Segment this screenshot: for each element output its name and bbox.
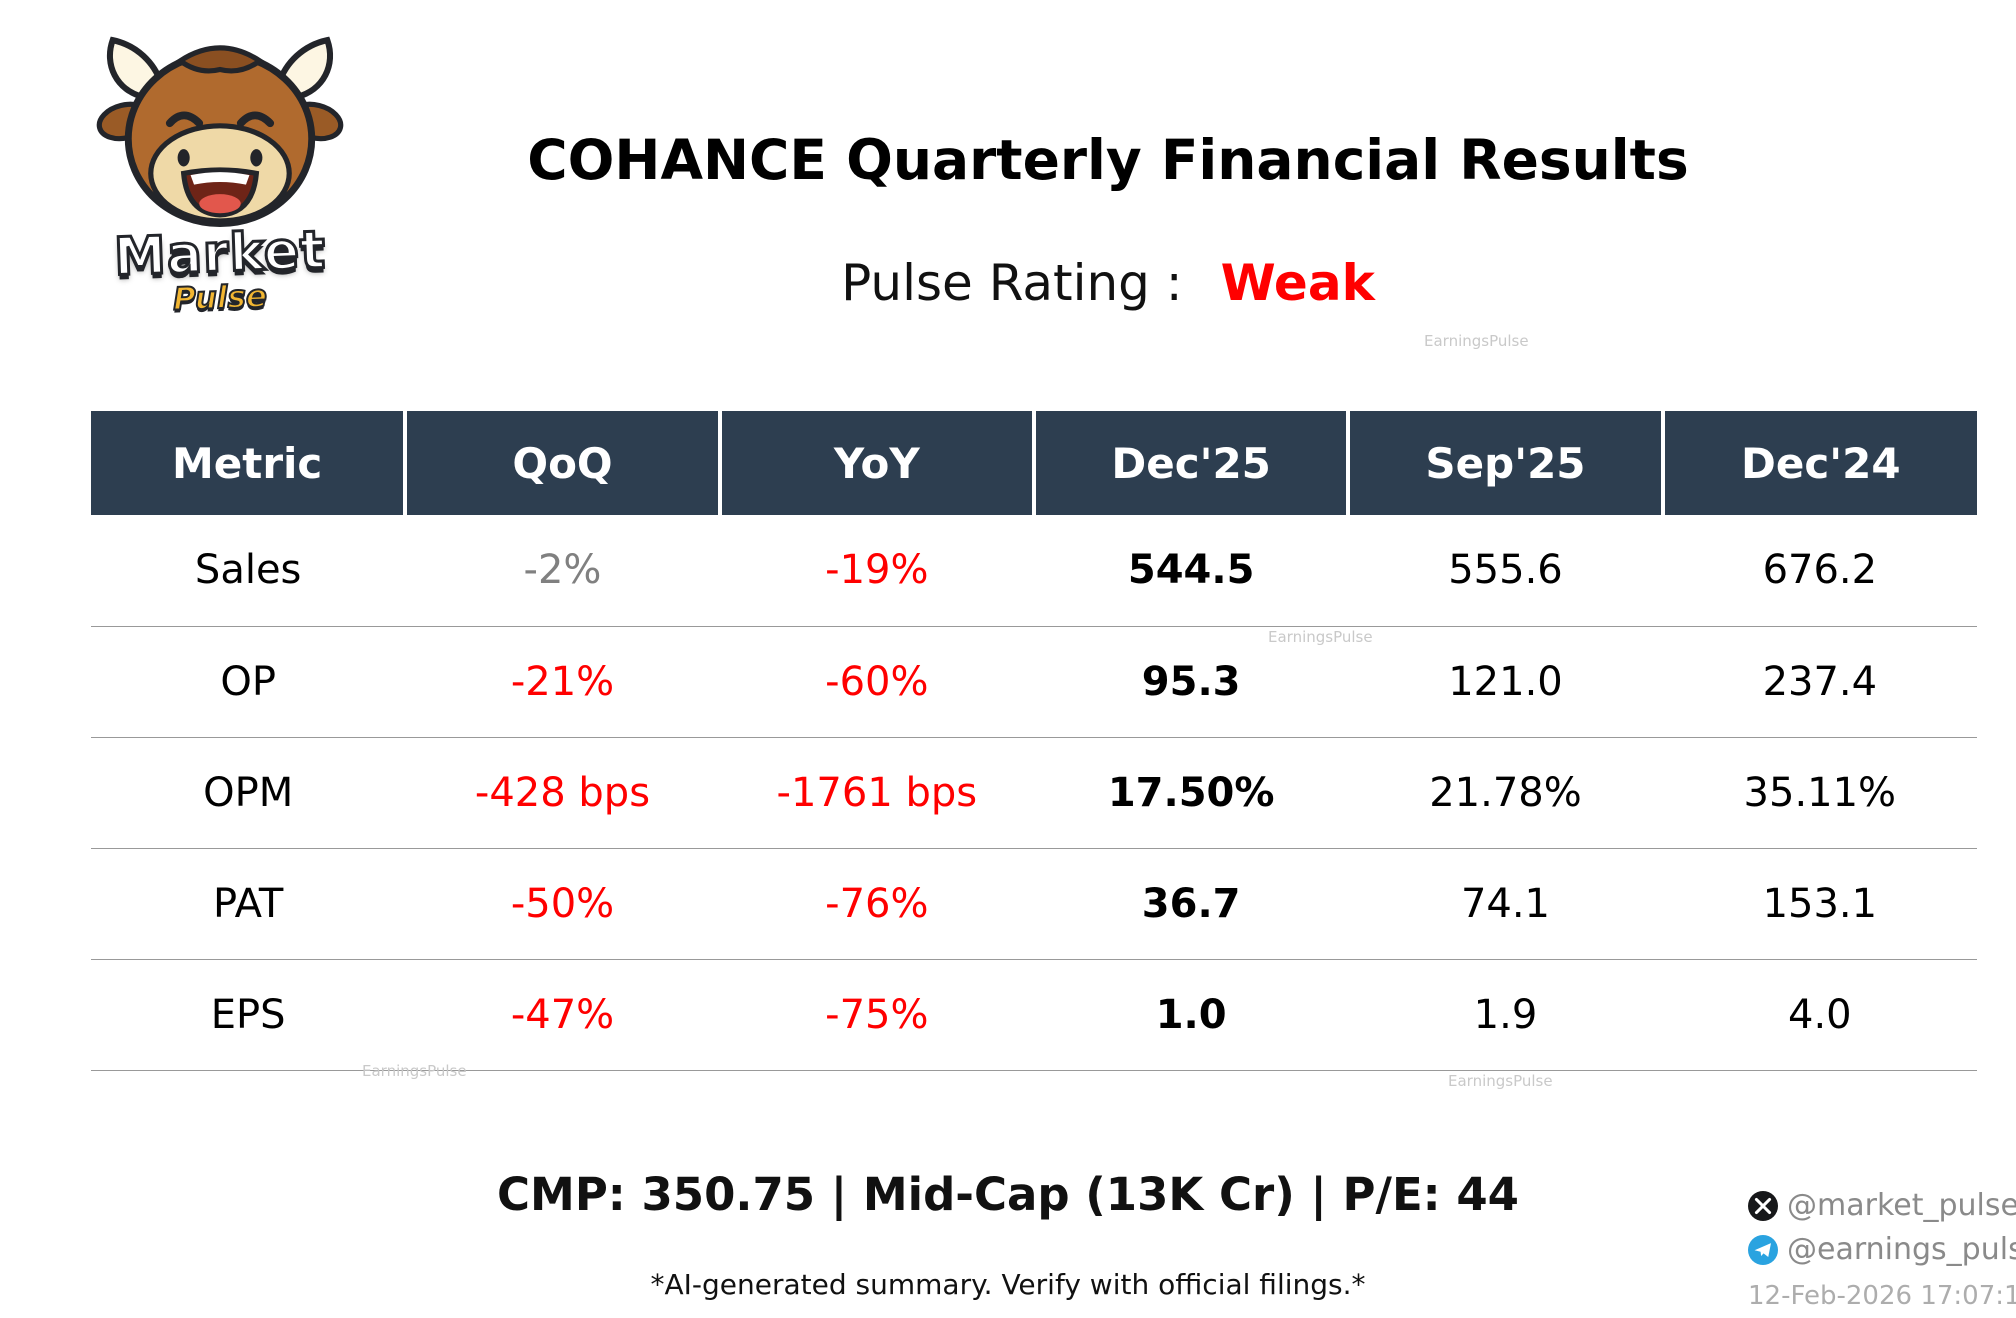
column-header-metric: Metric bbox=[91, 411, 408, 515]
qoq-cell: -50% bbox=[405, 848, 720, 960]
yoy-cell: -19% bbox=[719, 515, 1034, 627]
results-table: Metric QoQ YoY Dec'25 Sep'25 Dec'24 Sale… bbox=[91, 411, 1977, 1071]
market-pulse-logo: Market Pulse bbox=[70, 28, 370, 338]
sep25-cell: 121.0 bbox=[1348, 626, 1663, 738]
bull-mascot-icon bbox=[96, 36, 344, 228]
cmp-summary: CMP: 350.75 | Mid-Cap (13K Cr) | P/E: 44 bbox=[497, 1168, 1519, 1221]
dec25-cell: 95.3 bbox=[1033, 626, 1349, 738]
dec24-cell: 35.11% bbox=[1662, 737, 1977, 849]
social-row-x: @market_pulse_ai bbox=[1748, 1188, 2016, 1223]
table-row: PAT -50% -76% 36.7 74.1 153.1 bbox=[91, 848, 1977, 960]
table-row: Sales -2% -19% 544.5 555.6 676.2 bbox=[91, 515, 1977, 627]
x-icon bbox=[1748, 1190, 1778, 1221]
watermark-text: EarningsPulse bbox=[1424, 332, 1529, 350]
qoq-cell: -2% bbox=[405, 515, 720, 627]
sep25-cell: 74.1 bbox=[1348, 848, 1663, 960]
social-handle: @market_pulse_ai bbox=[1787, 1188, 2016, 1223]
social-row-telegram: @earnings_pulse bbox=[1748, 1232, 2016, 1267]
sep25-cell: 21.78% bbox=[1348, 737, 1663, 849]
dec24-cell: 237.4 bbox=[1662, 626, 1977, 738]
metric-cell: PAT bbox=[91, 848, 406, 960]
watermark-text: EarningsPulse bbox=[362, 1062, 467, 1080]
metric-cell: OPM bbox=[91, 737, 406, 849]
table-row: OPM -428 bps -1761 bps 17.50% 21.78% 35.… bbox=[91, 737, 1977, 849]
column-header-yoy: YoY bbox=[719, 411, 1036, 515]
sep25-cell: 1.9 bbox=[1348, 959, 1663, 1071]
table-row: EPS -47% -75% 1.0 1.9 4.0 bbox=[91, 959, 1977, 1071]
dec25-cell: 544.5 bbox=[1033, 515, 1349, 627]
metric-cell: OP bbox=[91, 626, 406, 738]
dec24-cell: 676.2 bbox=[1662, 515, 1977, 627]
yoy-cell: -60% bbox=[719, 626, 1034, 738]
qoq-cell: -428 bps bbox=[405, 737, 720, 849]
qoq-cell: -21% bbox=[405, 626, 720, 738]
pulse-rating: Pulse Rating : Weak bbox=[200, 254, 2016, 312]
watermark-text: EarningsPulse bbox=[1448, 1072, 1553, 1090]
column-header-sep25: Sep'25 bbox=[1348, 411, 1665, 515]
metric-cell: EPS bbox=[91, 959, 406, 1071]
table-header-row: Metric QoQ YoY Dec'25 Sep'25 Dec'24 bbox=[91, 411, 1977, 515]
yoy-cell: -1761 bps bbox=[719, 737, 1034, 849]
dec24-cell: 153.1 bbox=[1662, 848, 1977, 960]
watermark-text: EarningsPulse bbox=[1268, 628, 1373, 646]
yoy-cell: -76% bbox=[719, 848, 1034, 960]
pulse-rating-value: Weak bbox=[1220, 254, 1375, 312]
yoy-cell: -75% bbox=[719, 959, 1034, 1071]
disclaimer-text: *AI-generated summary. Verify with offic… bbox=[650, 1268, 1366, 1301]
column-header-dec24: Dec'24 bbox=[1662, 411, 1977, 515]
table-row: OP -21% -60% 95.3 121.0 237.4 bbox=[91, 626, 1977, 738]
metric-cell: Sales bbox=[91, 515, 406, 627]
qoq-cell: -47% bbox=[405, 959, 720, 1071]
column-header-qoq: QoQ bbox=[405, 411, 722, 515]
pulse-rating-label: Pulse Rating : bbox=[841, 254, 1183, 312]
telegram-icon bbox=[1748, 1234, 1778, 1265]
page-title: COHANCE Quarterly Financial Results bbox=[527, 128, 1689, 192]
sep25-cell: 555.6 bbox=[1348, 515, 1663, 627]
dec25-cell: 36.7 bbox=[1033, 848, 1349, 960]
social-block: @market_pulse_ai @earnings_pulse 12-Feb-… bbox=[1748, 1188, 2016, 1311]
column-header-dec25: Dec'25 bbox=[1033, 411, 1351, 515]
dec25-cell: 17.50% bbox=[1033, 737, 1349, 849]
social-handle: @earnings_pulse bbox=[1787, 1232, 2016, 1267]
dec24-cell: 4.0 bbox=[1662, 959, 1977, 1071]
dec25-cell: 1.0 bbox=[1033, 959, 1349, 1071]
timestamp: 12-Feb-2026 17:07:13 bbox=[1748, 1281, 2016, 1311]
results-table-container: Metric QoQ YoY Dec'25 Sep'25 Dec'24 Sale… bbox=[91, 411, 1977, 1071]
